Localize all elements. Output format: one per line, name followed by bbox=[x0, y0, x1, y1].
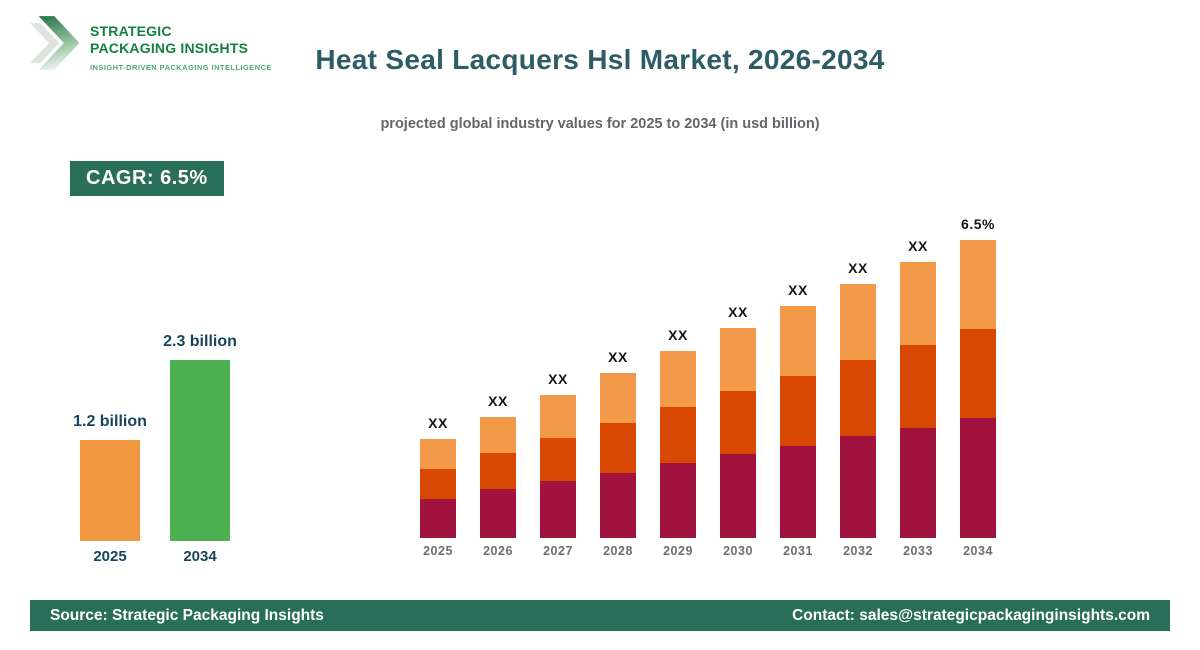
segment-top-2033 bbox=[900, 262, 936, 345]
page-title: Heat Seal Lacquers Hsl Market, 2026-2034 bbox=[315, 44, 885, 75]
footer-contact: Contact: sales@strategicpackaginginsight… bbox=[792, 606, 1150, 624]
bar-year-label-2031: 2031 bbox=[783, 544, 813, 558]
segment-bottom-2026 bbox=[480, 489, 516, 538]
bar-year-label-2032: 2032 bbox=[843, 544, 873, 558]
summary-bar-chart: 1.2 billion 2025 2.3 billion 2034 bbox=[55, 318, 265, 565]
segment-top-2028 bbox=[600, 373, 636, 423]
segment-bottom-2033 bbox=[900, 428, 936, 538]
bar-year-label-2026: 2026 bbox=[483, 544, 513, 558]
segment-middle-2032 bbox=[840, 360, 876, 436]
segment-bottom-2029 bbox=[660, 463, 696, 538]
bar-value-label-2027: XX bbox=[548, 371, 568, 387]
summary-year-label-2034: 2034 bbox=[183, 548, 217, 565]
footer-source: Source: Strategic Packaging Insights bbox=[50, 606, 324, 624]
segment-middle-2026 bbox=[480, 453, 516, 489]
stacked-bar-2025 bbox=[420, 439, 456, 538]
segment-top-2032 bbox=[840, 284, 876, 360]
segment-bottom-2032 bbox=[840, 436, 876, 538]
stacked-bar-2030 bbox=[720, 328, 756, 538]
segment-bottom-2034 bbox=[960, 418, 996, 538]
segment-middle-2031 bbox=[780, 376, 816, 446]
segment-top-2029 bbox=[660, 351, 696, 407]
bar-year-label-2034: 2034 bbox=[963, 544, 993, 558]
segment-middle-2030 bbox=[720, 391, 756, 454]
bar-year-label-2029: 2029 bbox=[663, 544, 693, 558]
segment-middle-2034 bbox=[960, 329, 996, 418]
segment-middle-2025 bbox=[420, 469, 456, 499]
summary-year-label-2025: 2025 bbox=[93, 548, 127, 565]
brand-text: STRATEGIC PACKAGING INSIGHTS INSIGHT-DRI… bbox=[90, 12, 272, 72]
bar-value-label-2032: XX bbox=[848, 260, 868, 276]
footer-bar: Source: Strategic Packaging Insights Con… bbox=[30, 600, 1170, 631]
stacked-bar-2027 bbox=[540, 395, 576, 538]
segment-top-2027 bbox=[540, 395, 576, 438]
stacked-bar-2034 bbox=[960, 240, 996, 538]
bar-value-label-2025: XX bbox=[428, 415, 448, 431]
segment-middle-2033 bbox=[900, 345, 936, 428]
brand-logo: STRATEGIC PACKAGING INSIGHTS INSIGHT-DRI… bbox=[30, 12, 272, 74]
summary-value-label-2025: 1.2 billion bbox=[73, 413, 147, 430]
segment-top-2030 bbox=[720, 328, 756, 391]
bar-year-label-2030: 2030 bbox=[723, 544, 753, 558]
page-subtitle: projected global industry values for 202… bbox=[380, 116, 820, 132]
segment-top-2025 bbox=[420, 439, 456, 469]
segment-bottom-2025 bbox=[420, 499, 456, 538]
stacked-bar-chart: XX 2025 XX 2026 XX 2027 XX 2028 XX 2029 XX 2030 XX 20… bbox=[415, 195, 1010, 565]
bar-value-label-2030: XX bbox=[728, 304, 748, 320]
segment-middle-2028 bbox=[600, 423, 636, 473]
bar-value-label-2029: XX bbox=[668, 327, 688, 343]
stacked-bar-2031 bbox=[780, 306, 816, 538]
segment-middle-2029 bbox=[660, 407, 696, 463]
segment-middle-2027 bbox=[540, 438, 576, 481]
segment-top-2031 bbox=[780, 306, 816, 376]
segment-top-2026 bbox=[480, 417, 516, 453]
summary-value-label-2034: 2.3 billion bbox=[163, 333, 237, 350]
bar-value-label-2028: XX bbox=[608, 349, 628, 365]
summary-bar-2025 bbox=[80, 440, 140, 541]
bar-year-label-2028: 2028 bbox=[603, 544, 633, 558]
segment-bottom-2028 bbox=[600, 473, 636, 538]
bar-value-label-2034: 6.5% bbox=[961, 216, 995, 232]
segment-bottom-2031 bbox=[780, 446, 816, 538]
bar-value-label-2031: XX bbox=[788, 282, 808, 298]
stacked-bar-2029 bbox=[660, 351, 696, 538]
summary-bar-2034 bbox=[170, 360, 230, 541]
stacked-bar-2032 bbox=[840, 284, 876, 538]
bar-year-label-2025: 2025 bbox=[423, 544, 453, 558]
bar-value-label-2033: XX bbox=[908, 238, 928, 254]
stacked-bar-2033 bbox=[900, 262, 936, 538]
brand-name-line1: STRATEGIC bbox=[90, 23, 172, 39]
bar-year-label-2027: 2027 bbox=[543, 544, 573, 558]
bar-value-label-2026: XX bbox=[488, 393, 508, 409]
brand-tagline: INSIGHT-DRIVEN PACKAGING INTELLIGENCE bbox=[90, 63, 272, 73]
stacked-bar-2026 bbox=[480, 417, 516, 538]
segment-bottom-2027 bbox=[540, 481, 576, 538]
brand-name-line2: PACKAGING INSIGHTS bbox=[90, 39, 249, 56]
segment-top-2034 bbox=[960, 240, 996, 329]
cagr-badge: CAGR: 6.5% bbox=[70, 161, 224, 196]
bar-year-label-2033: 2033 bbox=[903, 544, 933, 558]
segment-bottom-2030 bbox=[720, 454, 756, 538]
brand-chevron-icon bbox=[30, 16, 80, 70]
stacked-bar-2028 bbox=[600, 373, 636, 538]
